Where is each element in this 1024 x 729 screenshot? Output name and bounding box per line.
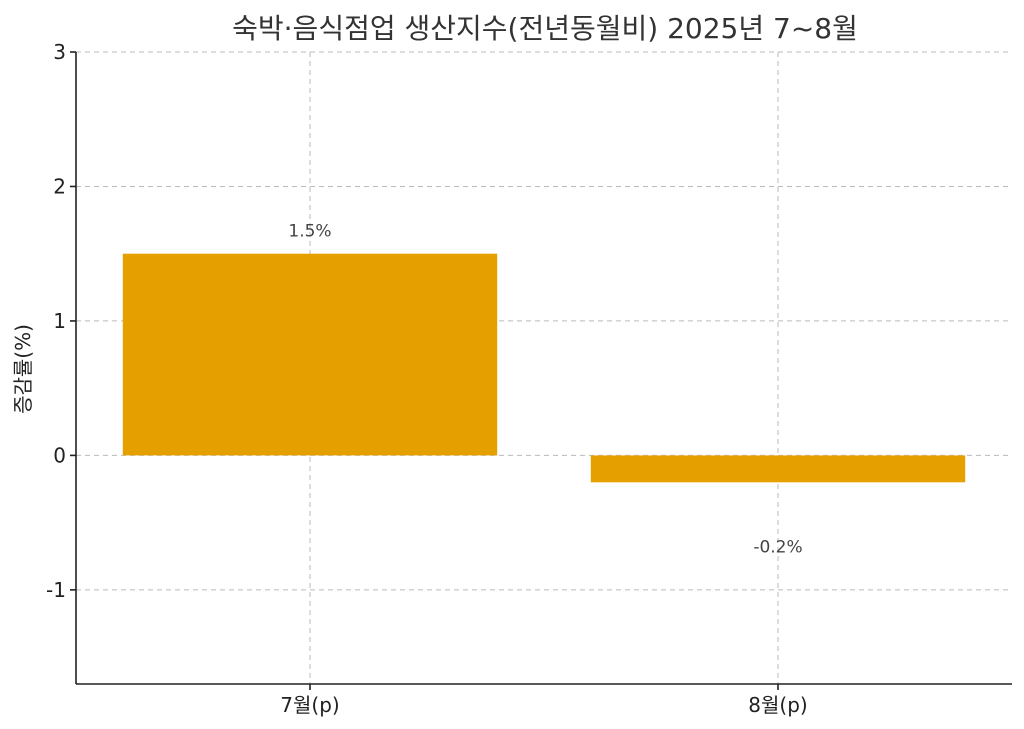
y-tick-label: 2 [53,174,66,198]
y-axis-label: 증감률(%) [11,324,35,414]
y-tick-label: -1 [46,578,66,602]
bars [122,253,966,483]
chart-title: 숙박·음식점업 생산지수(전년동월비) 2025년 7~8월 [232,12,858,45]
x-tick-label: 8월(p) [748,693,807,717]
labels: -1 0 1 2 3 7월(p) 8월(p) 1.5% -0.2% [46,40,808,717]
bar-1 [122,253,498,456]
bar-2 [590,455,966,483]
x-tick-label: 7월(p) [280,693,339,717]
data-label: -0.2% [753,537,802,557]
axes [70,51,1012,690]
data-label: 1.5% [288,222,331,242]
y-tick-label: 3 [53,40,66,64]
y-tick-label: 0 [53,443,66,467]
y-tick-label: 1 [53,309,66,333]
